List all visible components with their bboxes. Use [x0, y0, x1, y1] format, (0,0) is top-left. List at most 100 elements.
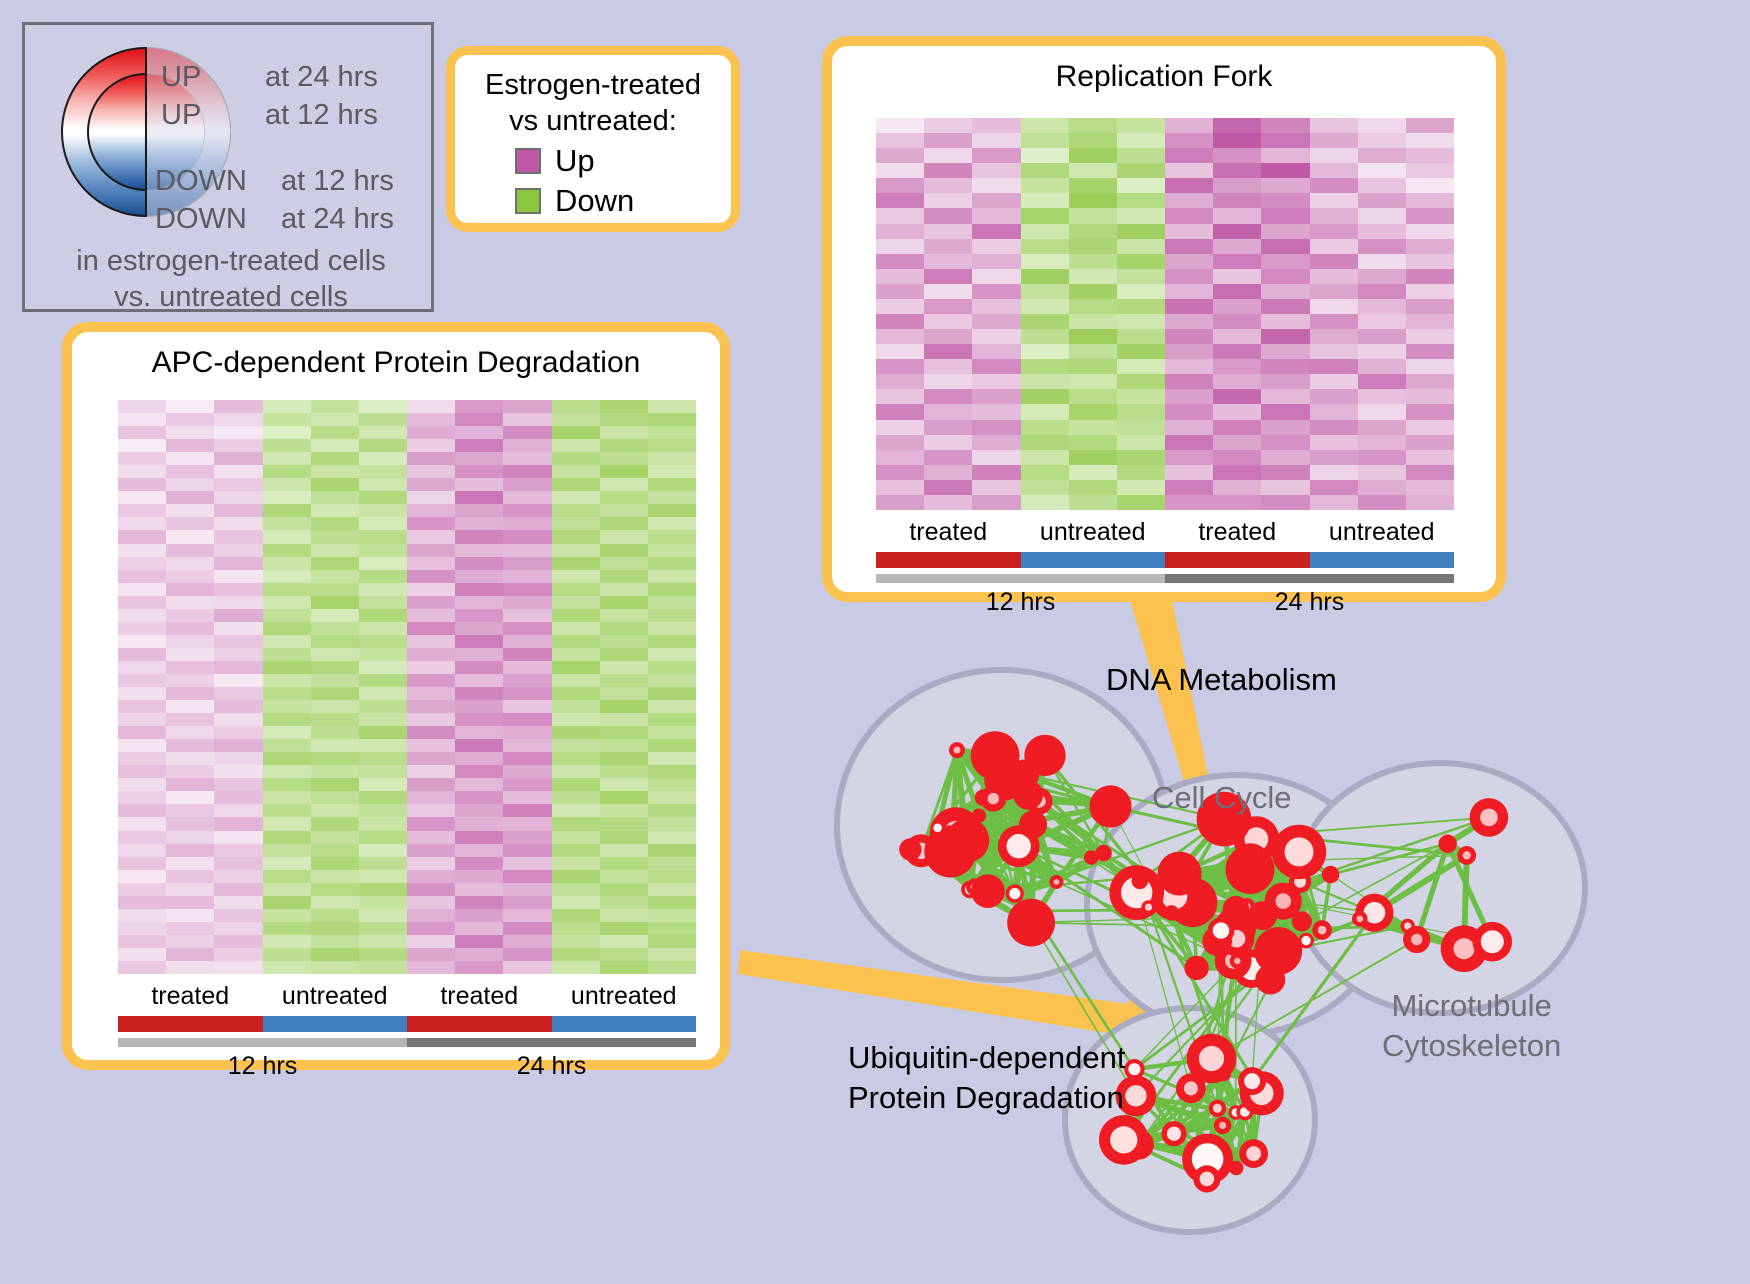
heatmap-cell — [118, 752, 166, 765]
network-node[interactable] — [1084, 850, 1099, 865]
heatmap-cell — [455, 935, 503, 948]
heatmap-cell — [1213, 314, 1261, 329]
heatmap-cell — [648, 465, 696, 478]
heatmap-cell — [1406, 208, 1454, 223]
heatmap-cell — [263, 465, 311, 478]
heatmap-cell — [1213, 118, 1261, 133]
network-node[interactable] — [899, 838, 921, 860]
group-label: treated — [118, 982, 263, 1011]
heatmap-cell — [552, 452, 600, 465]
heatmap-cell — [359, 739, 407, 752]
heatmap-cell — [1358, 480, 1406, 495]
heatmap-cell — [407, 426, 455, 439]
network-node[interactable] — [1132, 873, 1149, 890]
heatmap-cell — [924, 314, 972, 329]
heatmap-cell — [455, 544, 503, 557]
heatmap-cell — [263, 583, 311, 596]
heatmap-cell — [1165, 435, 1213, 450]
heatmap-cell — [1165, 178, 1213, 193]
caption-line-1: in estrogen-treated cells — [25, 243, 437, 279]
heatmap-cell — [1406, 495, 1454, 510]
heatmap-cell — [263, 778, 311, 791]
heatmap-cell — [311, 831, 359, 844]
down-swatch-icon — [515, 188, 541, 214]
heatmap-cell — [263, 426, 311, 439]
heatmap-cell — [311, 465, 359, 478]
replication-fork-heatmap — [876, 118, 1454, 510]
group-bar — [1021, 552, 1166, 568]
heatmap-cell — [1213, 344, 1261, 359]
heatmap-cell — [214, 609, 262, 622]
network-node[interactable] — [1248, 901, 1277, 930]
heatmap-cell — [214, 831, 262, 844]
heatmap-cell — [455, 831, 503, 844]
heatmap-cell — [263, 609, 311, 622]
heatmap-cell — [924, 480, 972, 495]
heatmap-cell — [455, 700, 503, 713]
network-node[interactable] — [1439, 835, 1457, 853]
heatmap-cell — [214, 557, 262, 570]
heatmap-cell — [263, 752, 311, 765]
network-node[interactable] — [1322, 866, 1339, 883]
heatmap-cell — [1310, 480, 1358, 495]
network-node[interactable] — [1158, 852, 1202, 896]
network-node[interactable] — [1184, 956, 1208, 980]
network-node-core — [1301, 936, 1310, 945]
group-bar — [876, 552, 1021, 568]
heatmap-cell — [311, 544, 359, 557]
heatmap-cell — [455, 961, 503, 974]
network-node[interactable] — [1164, 905, 1179, 920]
heatmap-cell — [166, 713, 214, 726]
ring-time-down-12: at 12 hrs — [281, 165, 394, 198]
heatmap-cell — [118, 726, 166, 739]
heatmap-cell — [503, 504, 551, 517]
network-node[interactable] — [971, 874, 1005, 908]
cluster-label-microtubule: Microtubule Cytoskeleton — [1382, 986, 1561, 1066]
cluster-halo-microtubule — [1295, 763, 1585, 1013]
heatmap-cell — [407, 896, 455, 909]
heatmap-cell — [166, 922, 214, 935]
heatmap-cell — [1310, 284, 1358, 299]
heatmap-cell — [263, 726, 311, 739]
heatmap-cell — [648, 726, 696, 739]
heatmap-cell — [455, 778, 503, 791]
network-node[interactable] — [952, 818, 978, 844]
heatmap-cell — [1069, 314, 1117, 329]
heatmap-cell — [1069, 284, 1117, 299]
network-node-core — [1285, 837, 1314, 866]
heatmap-cell — [166, 791, 214, 804]
heatmap-cell — [1117, 193, 1165, 208]
heatmap-cell — [1213, 404, 1261, 419]
heatmap-cell — [1117, 224, 1165, 239]
network-node-core — [1480, 809, 1498, 827]
heatmap-cell — [359, 961, 407, 974]
heatmap-cell — [600, 517, 648, 530]
heatmap-cell — [407, 713, 455, 726]
heatmap-cell — [1021, 314, 1069, 329]
heatmap-cell — [600, 948, 648, 961]
heatmap-cell — [876, 465, 924, 480]
heatmap-cell — [166, 752, 214, 765]
heatmap-cell — [876, 193, 924, 208]
network-node[interactable] — [1024, 814, 1038, 828]
network-node[interactable] — [1089, 785, 1131, 827]
heatmap-cell — [1021, 239, 1069, 254]
heatmap-cell — [359, 517, 407, 530]
heatmap-cell — [600, 478, 648, 491]
network-node[interactable] — [1232, 843, 1269, 880]
heatmap-cell — [359, 557, 407, 570]
network-node[interactable] — [1007, 899, 1055, 947]
heatmap-cell — [455, 896, 503, 909]
network-node[interactable] — [971, 731, 1020, 780]
heatmap-cell — [455, 557, 503, 570]
heatmap-cell — [214, 530, 262, 543]
heatmap-cell — [552, 517, 600, 530]
heatmap-cell — [1261, 344, 1309, 359]
heatmap-cell — [648, 791, 696, 804]
heatmap-cell — [648, 452, 696, 465]
heatmap-cell — [311, 765, 359, 778]
heatmap-cell — [455, 674, 503, 687]
network-node[interactable] — [1254, 927, 1302, 975]
heatmap-cell — [118, 687, 166, 700]
heatmap-cell — [972, 208, 1020, 223]
